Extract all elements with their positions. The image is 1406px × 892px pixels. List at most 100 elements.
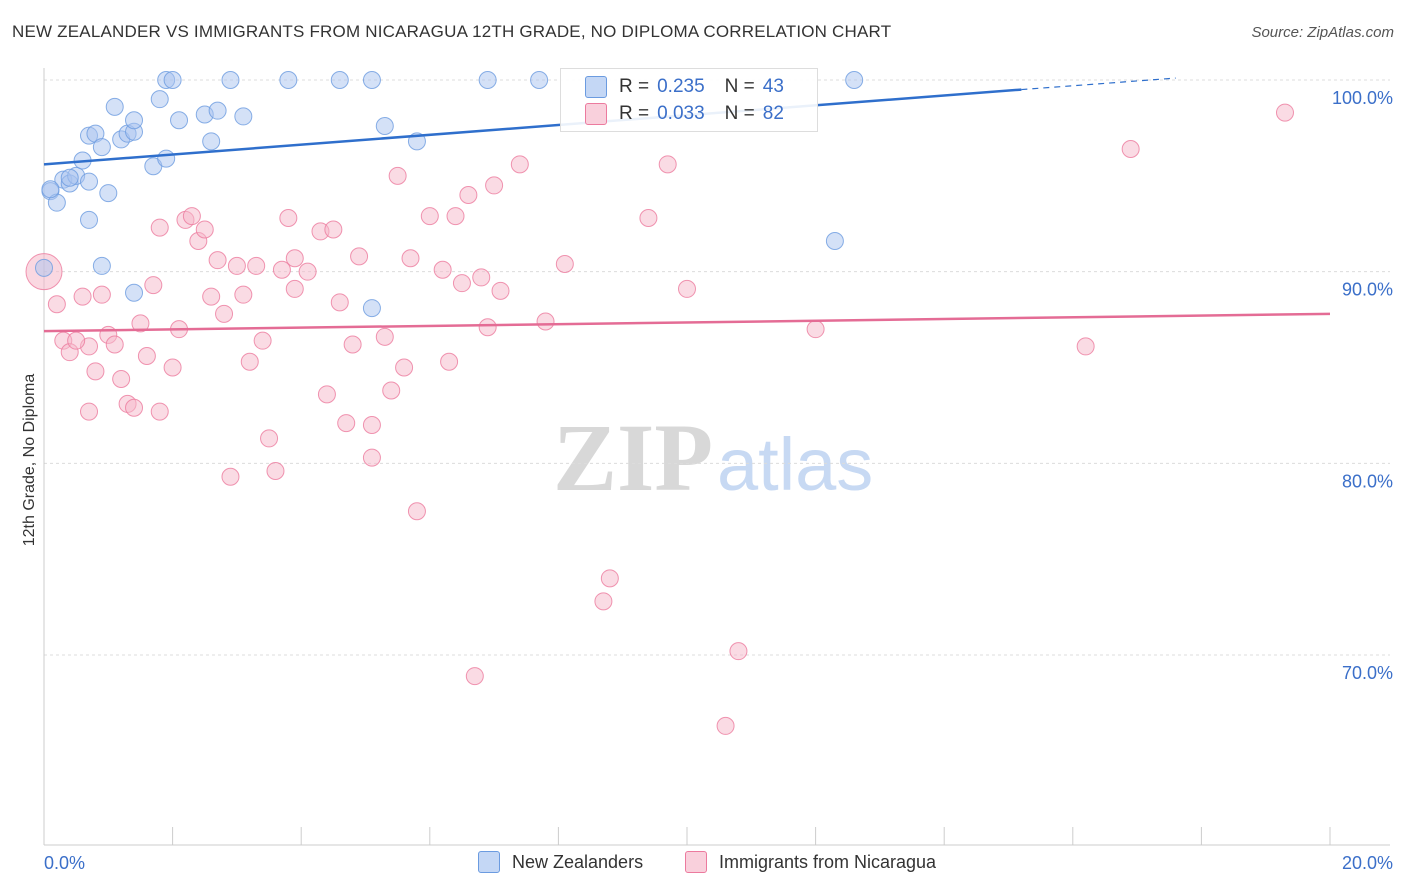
point-nicaragua	[324, 220, 343, 239]
point-nicaragua	[195, 220, 214, 239]
point-new-zealanders	[125, 111, 144, 130]
legend-item-nicaragua[interactable]: Immigrants from Nicaragua	[685, 851, 936, 873]
legend-n-label: N =	[724, 76, 755, 97]
point-nicaragua	[137, 347, 156, 365]
point-nicaragua	[440, 352, 459, 371]
point-nicaragua	[105, 335, 124, 354]
x-tick-label: 0.0%	[44, 853, 85, 873]
point-new-zealanders	[375, 117, 394, 135]
point-nicaragua	[1121, 140, 1140, 158]
point-nicaragua	[658, 155, 677, 174]
point-new-zealanders	[80, 172, 99, 191]
watermark-zip: ZIP	[553, 404, 713, 511]
legend-label: Immigrants from Nicaragua	[719, 851, 937, 872]
point-nicaragua	[510, 155, 529, 174]
point-nicaragua	[182, 207, 201, 226]
point-new-zealanders	[150, 90, 169, 109]
legend-r-label: R =	[619, 76, 650, 97]
legend-n-value: 82	[762, 103, 784, 124]
point-new-zealanders	[105, 97, 124, 116]
point-nicaragua	[362, 448, 381, 467]
point-nicaragua	[678, 279, 696, 298]
point-nicaragua	[131, 314, 150, 333]
point-new-zealanders	[279, 71, 298, 89]
point-nicaragua	[80, 402, 99, 421]
point-new-zealanders	[330, 71, 349, 89]
point-nicaragua	[459, 186, 478, 204]
legend-label: New Zealanders	[512, 851, 644, 872]
point-new-zealanders	[92, 138, 111, 157]
point-new-zealanders	[845, 71, 864, 89]
axes	[43, 68, 1390, 846]
legend-swatch	[685, 851, 707, 873]
point-nicaragua	[401, 249, 420, 268]
point-new-zealanders	[163, 71, 182, 89]
point-new-zealanders	[530, 71, 549, 89]
point-new-zealanders	[92, 256, 111, 275]
point-nicaragua	[298, 262, 317, 281]
point-nicaragua	[1275, 103, 1294, 122]
y-tick-label: 100.0%	[1332, 88, 1393, 108]
point-nicaragua	[266, 462, 285, 480]
trend-line-new-zealanders	[43, 88, 1022, 166]
point-nicaragua	[279, 209, 298, 227]
point-nicaragua	[163, 358, 182, 377]
chart-source: Source: ZipAtlas.com	[1251, 24, 1394, 41]
point-new-zealanders	[202, 132, 221, 151]
point-nicaragua	[208, 251, 227, 270]
point-nicaragua	[285, 279, 304, 298]
legend-r-label: R =	[619, 103, 650, 124]
point-new-zealanders	[221, 71, 240, 89]
point-nicaragua	[272, 260, 291, 279]
point-new-zealanders	[362, 299, 381, 318]
point-nicaragua	[446, 207, 465, 226]
point-nicaragua	[227, 256, 246, 275]
legend-n-value: 43	[762, 76, 784, 97]
point-nicaragua	[337, 414, 356, 433]
point-nicaragua	[465, 667, 484, 686]
point-nicaragua	[247, 256, 266, 275]
trend-line-nicaragua	[43, 312, 1331, 333]
y-tick-label: 90.0%	[1342, 280, 1393, 300]
point-nicaragua	[433, 260, 452, 279]
point-nicaragua	[478, 318, 497, 337]
point-nicaragua	[150, 218, 169, 237]
point-nicaragua	[112, 370, 131, 388]
point-nicaragua	[472, 268, 491, 287]
legend-swatch	[478, 851, 500, 873]
point-nicaragua	[317, 385, 336, 404]
point-nicaragua	[285, 249, 304, 268]
y-tick-label: 80.0%	[1342, 471, 1393, 491]
point-nicaragua	[125, 398, 144, 417]
legend-r-value: 0.235	[657, 76, 705, 97]
point-nicaragua	[86, 362, 105, 381]
point-nicaragua	[395, 358, 414, 377]
legend-r-value: 0.033	[657, 103, 705, 124]
series-legend: New Zealanders Immigrants from Nicaragua	[0, 851, 1406, 879]
point-nicaragua	[234, 285, 253, 304]
point-nicaragua	[221, 467, 240, 486]
point-nicaragua	[452, 274, 471, 293]
y-tick-label: 70.0%	[1342, 663, 1393, 683]
point-nicaragua	[485, 176, 504, 195]
point-new-zealanders	[362, 71, 381, 89]
legend-item-new-zealanders[interactable]: New Zealanders	[478, 851, 643, 873]
point-nicaragua	[202, 287, 221, 306]
data-points	[25, 71, 1294, 735]
point-nicaragua	[350, 247, 369, 266]
point-new-zealanders	[170, 111, 189, 130]
point-nicaragua	[600, 569, 619, 588]
point-nicaragua	[73, 287, 92, 306]
point-nicaragua	[407, 502, 426, 521]
legend-swatch-nicaragua	[585, 103, 607, 125]
point-nicaragua	[639, 209, 658, 227]
point-new-zealanders	[80, 210, 99, 229]
point-nicaragua	[375, 327, 394, 346]
point-new-zealanders	[125, 283, 144, 302]
trend-line-new-zealanders-extension	[1021, 77, 1176, 91]
point-nicaragua	[555, 255, 574, 273]
point-new-zealanders	[478, 71, 497, 89]
point-nicaragua	[491, 281, 510, 300]
point-new-zealanders	[60, 168, 79, 187]
point-new-zealanders	[41, 180, 60, 199]
